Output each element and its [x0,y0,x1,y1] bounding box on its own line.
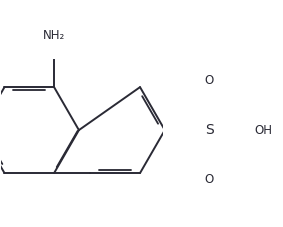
Text: S: S [205,123,214,137]
Text: OH: OH [255,123,273,137]
Text: NH₂: NH₂ [43,29,65,42]
Text: O: O [205,74,214,87]
Text: O: O [205,173,214,186]
